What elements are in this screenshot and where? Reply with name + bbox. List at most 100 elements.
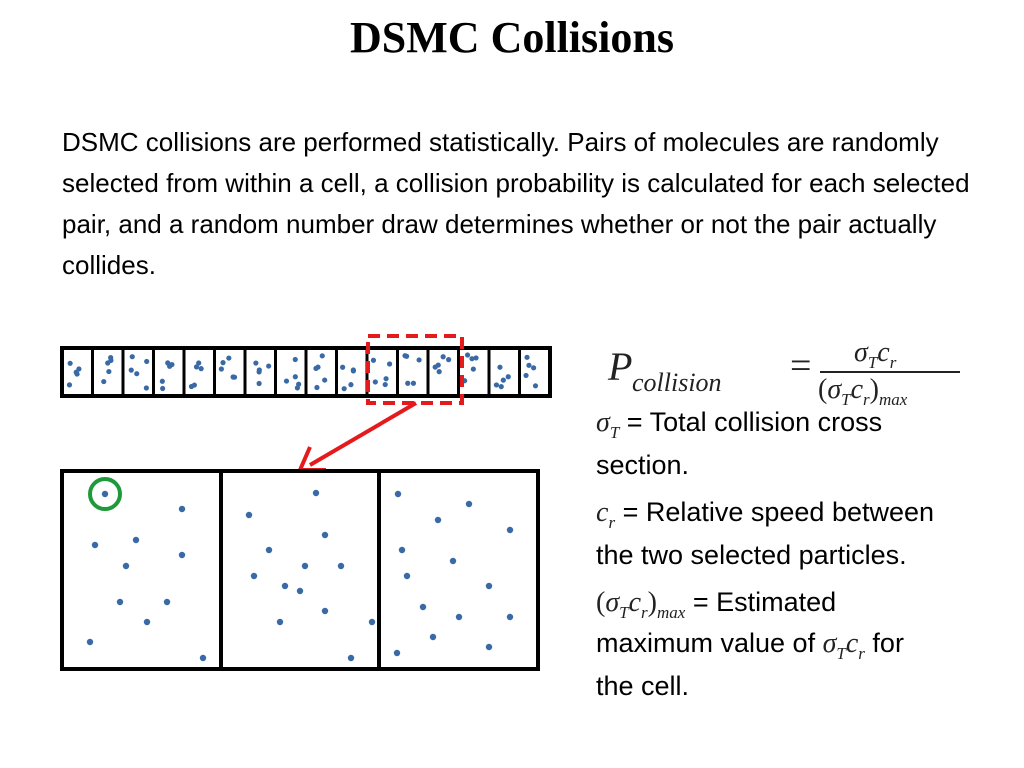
strip-particle — [523, 372, 529, 379]
strip-particle — [532, 383, 539, 389]
cell-particle — [398, 546, 406, 554]
selection-arrow — [296, 401, 418, 472]
cell-particle — [434, 516, 442, 524]
strip-particle — [106, 368, 112, 375]
strip-particle — [144, 358, 150, 365]
cell-particle — [178, 505, 186, 513]
strip-particle — [256, 367, 262, 373]
collision-probability-formula: P collision = σTcr (σTcr)max — [608, 336, 968, 409]
strip-particle — [67, 360, 73, 366]
definition-max-line2: maximum value of σTcr for — [596, 628, 904, 663]
cell-particle — [281, 582, 289, 590]
formula-denominator: (σTcr)max — [818, 374, 908, 409]
strip-particle — [256, 380, 262, 387]
cell-particle — [122, 562, 130, 570]
strip-particle — [128, 367, 134, 373]
selection-box — [366, 334, 464, 405]
cell-particle — [163, 598, 171, 606]
strip-particle — [66, 382, 73, 388]
strip-particle — [383, 376, 389, 382]
strip-particle — [167, 363, 173, 369]
strip-particle — [386, 361, 393, 367]
strip-particle — [143, 385, 149, 391]
cell-particle — [250, 572, 258, 580]
cell-particle — [506, 613, 514, 621]
cell-particle — [245, 511, 253, 519]
cell-particle — [485, 582, 493, 590]
selected-particle-highlight — [88, 477, 122, 511]
strip-particle — [470, 366, 476, 372]
strip-particle — [226, 355, 232, 361]
strip-particle — [526, 362, 532, 368]
cell-particle — [419, 603, 427, 611]
strip-particle — [283, 378, 290, 384]
formula-fraction-bar — [820, 371, 960, 373]
slide-body-text: DSMC collisions are performed statistica… — [62, 127, 970, 280]
strip-particle — [292, 374, 298, 380]
strip-particle — [218, 366, 224, 372]
formula-numerator: σTcr — [854, 337, 897, 372]
strip-particle — [498, 384, 504, 390]
cell-particle — [132, 536, 140, 544]
strip-particle — [253, 360, 259, 366]
cell-particle — [368, 618, 376, 626]
strip-particle — [402, 353, 408, 359]
strip-particle — [108, 357, 114, 363]
strip-particle — [405, 380, 411, 386]
cell-particle — [393, 649, 401, 657]
strip-particle — [524, 354, 530, 360]
cell-particle — [199, 654, 207, 662]
cell-particle — [394, 490, 402, 498]
strip-particle — [76, 366, 82, 372]
strip-particle — [348, 382, 354, 388]
strip-particle — [313, 365, 319, 371]
strip-particle — [372, 379, 378, 385]
cell-particle — [116, 598, 124, 606]
cell-particle — [337, 562, 345, 570]
cell-particle — [296, 587, 304, 595]
definition-sigma-t-line2: section. — [596, 450, 690, 480]
cell-particle — [91, 541, 99, 549]
cell-particle — [485, 643, 493, 651]
cell-particle — [321, 531, 329, 539]
cell-particle — [312, 489, 320, 497]
enlarged-cells — [60, 469, 540, 671]
strip-particle — [160, 385, 166, 392]
strip-particle — [416, 357, 422, 363]
cell-particle — [143, 618, 151, 626]
definition-max-line3: the cell. — [596, 671, 690, 701]
strip-particle — [497, 364, 503, 370]
strip-particle — [196, 360, 202, 366]
strip-particle — [464, 352, 471, 358]
cell-strip — [60, 346, 552, 398]
strip-particle — [292, 356, 298, 363]
definition-cr-line1: cr = Relative speed between — [596, 497, 935, 532]
strip-particle — [473, 355, 479, 361]
strip-particle — [410, 380, 417, 386]
strip-particle — [500, 377, 506, 383]
strip-particle — [350, 368, 356, 374]
strip-particle — [134, 371, 140, 377]
formula-p-subscript: collision — [632, 368, 722, 397]
strip-particle — [266, 363, 272, 369]
slide-title: DSMC Collisions — [350, 13, 674, 62]
strip-particle — [322, 377, 328, 383]
strip-particle — [198, 366, 204, 372]
strip-particle — [159, 378, 165, 384]
strip-particle — [340, 364, 346, 370]
strip-particle — [382, 381, 388, 388]
strip-particle — [101, 378, 107, 385]
strip-particle — [446, 357, 452, 363]
cell-particle — [265, 546, 273, 554]
strip-particle — [435, 362, 441, 368]
strip-particle — [505, 374, 511, 380]
definition-max-line1: (σTcr)max = Estimated — [596, 587, 837, 622]
cell-particle — [178, 551, 186, 559]
cell-particle — [301, 562, 309, 570]
cell-particle — [86, 638, 94, 646]
strip-particle — [319, 353, 325, 359]
strip-particle — [296, 381, 302, 387]
strip-particle — [314, 384, 320, 391]
strip-particle — [469, 356, 475, 362]
